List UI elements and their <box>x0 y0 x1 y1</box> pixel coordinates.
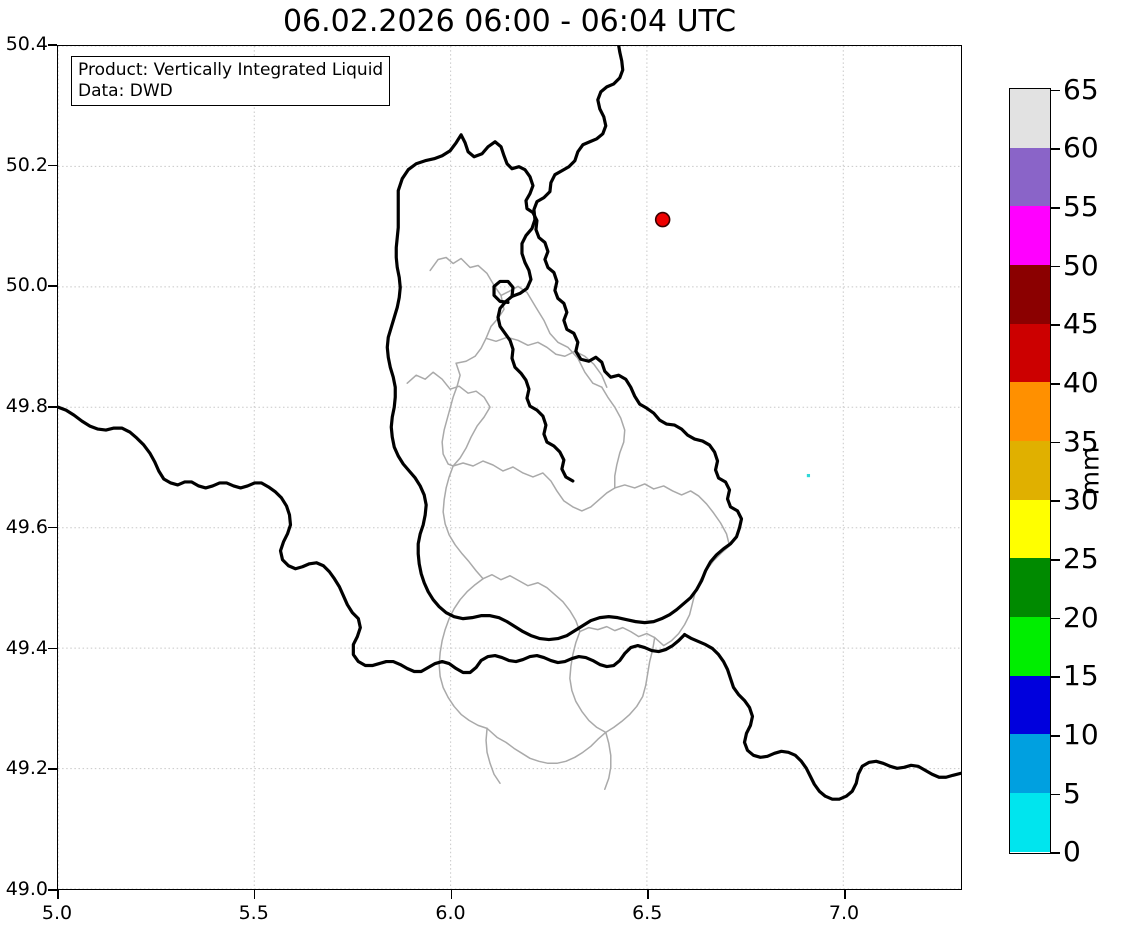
colorbar-band <box>1010 89 1050 148</box>
gridlines <box>58 46 961 889</box>
colorbar-band <box>1010 499 1050 559</box>
x-tick-label: 6.0 <box>435 902 466 924</box>
y-tick-mark <box>48 44 57 46</box>
colorbar-band <box>1010 265 1050 324</box>
map-canvas <box>58 46 961 889</box>
page-title: 06.02.2026 06:00 - 06:04 UTC <box>282 4 737 39</box>
colorbar-band <box>1010 675 1050 735</box>
y-tick-label: 49.6 <box>5 515 48 538</box>
canton-boundaries <box>406 256 731 790</box>
colorbar-band <box>1010 441 1050 500</box>
y-tick-label: 50.0 <box>5 274 48 297</box>
data-source-line: Data: DWD <box>78 80 173 101</box>
colorbar-tick-mark <box>1051 382 1060 385</box>
y-tick-label: 50.4 <box>5 33 48 55</box>
colorbar-tick-label: 20 <box>1063 600 1099 634</box>
colorbar-band <box>1010 793 1050 852</box>
y-tick-mark <box>48 406 57 408</box>
colorbar-tick-mark <box>1051 676 1060 678</box>
y-tick-mark <box>48 647 57 650</box>
colorbar-tick-mark <box>1051 441 1060 444</box>
colorbar-tick-label: 0 <box>1063 835 1081 869</box>
map-plot-area[interactable]: Product: Vertically Integrated Liquid Da… <box>57 45 962 890</box>
colorbar-tick-label: 10 <box>1063 717 1099 751</box>
surrounding-borders <box>58 46 961 801</box>
colorbar-tick-mark <box>1051 500 1060 502</box>
colorbar-unit-label: mm <box>1075 446 1105 496</box>
colorbar-tick-label: 60 <box>1063 131 1099 165</box>
colorbar-tick-mark <box>1051 324 1060 326</box>
y-tick-label: 49.4 <box>5 636 48 659</box>
colorbar-band <box>1010 734 1050 794</box>
colorbar-tick-label: 15 <box>1063 659 1099 693</box>
radar-site-marker[interactable] <box>654 211 671 228</box>
y-tick-mark <box>48 768 57 770</box>
colorbar-tick-mark <box>1051 89 1060 92</box>
colorbar-band <box>1010 206 1050 266</box>
colorbar-tick-mark <box>1051 793 1060 796</box>
colorbar-tick-label: 30 <box>1063 483 1099 517</box>
echo-pixel-marker <box>806 473 811 478</box>
y-tick-mark <box>48 889 57 891</box>
colorbar-tick-label: 55 <box>1063 189 1099 223</box>
x-tick-mark <box>844 890 846 899</box>
x-tick-label: 5.0 <box>41 902 73 924</box>
y-tick-label: 49.0 <box>5 878 48 900</box>
colorbar-tick-label: 25 <box>1063 541 1099 575</box>
colorbar-band <box>1010 147 1050 207</box>
colorbar-tick-label: 5 <box>1063 776 1081 810</box>
y-tick-label: 49.8 <box>5 395 48 418</box>
x-tick-mark <box>253 890 256 899</box>
colorbar-tick-mark <box>1051 735 1060 737</box>
colorbar-tick-mark <box>1051 617 1060 620</box>
x-tick-label: 6.5 <box>632 902 663 924</box>
x-tick-mark <box>57 890 59 899</box>
colorbar-tick-label: 50 <box>1063 248 1099 282</box>
product-line: Product: Vertically Integrated Liquid <box>78 60 384 80</box>
colorbar-tick-label: 45 <box>1063 307 1099 341</box>
y-tick-mark <box>48 164 57 167</box>
y-tick-mark <box>48 526 57 529</box>
x-tick-mark <box>450 890 453 899</box>
colorbar-tick-label: 35 <box>1063 424 1099 458</box>
y-tick-label: 49.2 <box>5 757 48 780</box>
national-borders <box>385 133 744 642</box>
y-tick-mark <box>48 285 57 287</box>
colorbar-band <box>1010 617 1050 676</box>
y-tick-label: 50.2 <box>5 153 48 176</box>
colorbar-band <box>1010 558 1050 618</box>
colorbar-tick-mark <box>1051 852 1060 854</box>
colorbar-band <box>1010 323 1050 383</box>
colorbar-tick-mark <box>1051 559 1060 561</box>
x-tick-label: 7.0 <box>828 902 860 924</box>
colorbar-tick-label: 65 <box>1063 72 1099 106</box>
colorbar-tick-mark <box>1051 265 1060 268</box>
colorbar-tick-mark <box>1051 148 1060 150</box>
colorbar-tick-mark <box>1051 206 1060 209</box>
x-tick-label: 5.5 <box>238 902 269 924</box>
colorbar-tick-label: 40 <box>1063 365 1099 399</box>
colorbar-band <box>1010 382 1050 442</box>
colorbar[interactable] <box>1009 88 1051 854</box>
product-info-box: Product: Vertically Integrated Liquid Da… <box>71 56 391 107</box>
x-tick-mark <box>647 890 649 899</box>
